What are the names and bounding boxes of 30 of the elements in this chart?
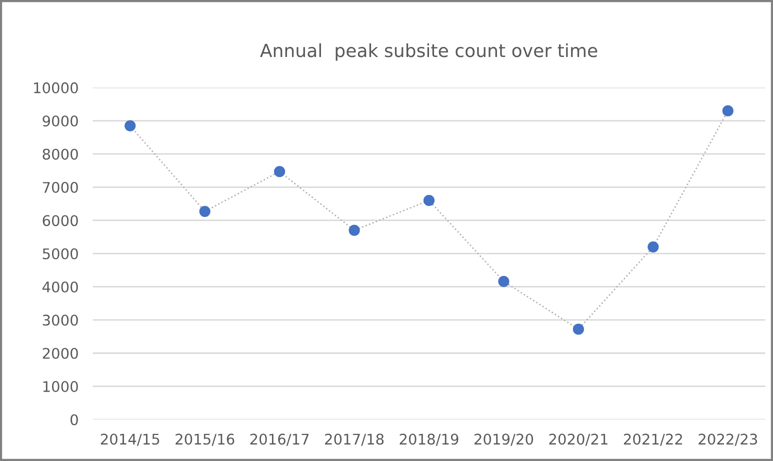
point bbox=[722, 105, 734, 116]
x-tick-label: 2020/21 bbox=[549, 434, 608, 446]
point bbox=[572, 324, 584, 335]
point bbox=[348, 224, 360, 236]
y-tick-label: 7000 bbox=[42, 182, 78, 193]
x-tick-label: 2018/19 bbox=[400, 434, 458, 446]
point bbox=[199, 206, 210, 217]
y-tick-label: 5000 bbox=[42, 248, 78, 260]
point bbox=[274, 166, 286, 178]
point bbox=[124, 120, 136, 132]
y-tick-label: 10000 bbox=[34, 82, 78, 94]
x-tick-label: 2014/15 bbox=[100, 434, 160, 446]
x-tick-label: 2019/20 bbox=[474, 434, 534, 446]
point bbox=[648, 241, 659, 252]
y-tick-label: 4000 bbox=[42, 281, 78, 292]
y-tick-label: 6000 bbox=[42, 215, 78, 226]
y-tick-label: 1000 bbox=[43, 381, 78, 392]
x-tick-label: 2022/23 bbox=[698, 434, 758, 446]
chart-title: Annual peak subsite count over time bbox=[260, 43, 598, 61]
point bbox=[498, 276, 510, 287]
y-tick-label: 2000 bbox=[42, 348, 78, 359]
x-tick-label: 2015/16 bbox=[176, 434, 234, 446]
x-tick-label: 2017/18 bbox=[325, 434, 384, 446]
x-tick-label: 2021/22 bbox=[624, 434, 682, 446]
point bbox=[423, 194, 435, 206]
y-tick-label: 3000 bbox=[42, 314, 78, 326]
x-tick-label: 2016/17 bbox=[250, 434, 309, 446]
y-tick-label: 0 bbox=[70, 414, 78, 426]
y-tick-label: 8000 bbox=[42, 148, 78, 160]
y-tick-label: 9000 bbox=[42, 116, 78, 127]
